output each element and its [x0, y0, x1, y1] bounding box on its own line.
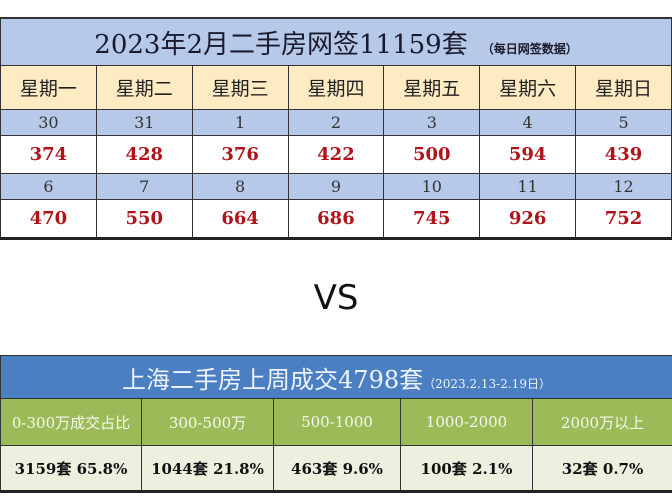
value-cell: 594 — [479, 135, 577, 174]
date-cell: 30 — [0, 109, 97, 136]
price-range-header: 300-500万 — [141, 398, 274, 446]
price-range-header: 1000-2000 — [400, 398, 533, 446]
date-cell: 11 — [479, 173, 577, 200]
date-cell: 7 — [95, 173, 193, 200]
price-range-header: 0-300万成交占比 — [0, 398, 142, 446]
price-range-header: 2000万以上 — [531, 398, 672, 446]
date-cell: 8 — [191, 173, 289, 200]
value-cell: 422 — [287, 135, 385, 174]
date-cell: 2 — [287, 109, 385, 136]
weekday-header-row: 星期一 星期二 星期三 星期四 星期五 星期六 星期日 — [0, 65, 672, 110]
date-cell: 31 — [95, 109, 193, 136]
deal-count-cell: 463套 9.6% — [273, 445, 401, 493]
weekday-header: 星期日 — [575, 65, 672, 110]
value-cell: 686 — [287, 199, 385, 240]
weekday-header: 星期六 — [479, 65, 577, 110]
weekday-header: 星期三 — [191, 65, 289, 110]
date-cell: 6 — [0, 173, 97, 200]
date-cell: 1 — [191, 109, 289, 136]
weekday-header: 星期二 — [95, 65, 193, 110]
date-row: 6 7 8 9 10 11 12 — [0, 173, 672, 200]
date-cell: 3 — [383, 109, 481, 136]
deal-count-cell: 1044套 21.8% — [141, 445, 274, 493]
date-cell: 10 — [383, 173, 481, 200]
date-cell: 5 — [575, 109, 672, 136]
date-cell: 9 — [287, 173, 385, 200]
value-cell: 470 — [0, 199, 97, 240]
value-cell: 752 — [575, 199, 672, 240]
calendar-title: 2023年2月二手房网签11159套 — [94, 29, 468, 60]
deal-count-cell: 32套 0.7% — [531, 445, 672, 493]
value-cell: 550 — [95, 199, 193, 240]
value-cell: 745 — [383, 199, 481, 240]
weekday-header: 星期五 — [383, 65, 481, 110]
value-cell: 439 — [575, 135, 672, 174]
value-cell: 428 — [95, 135, 193, 174]
weekly-title-cell: 上海二手房上周成交4798套（2023.2.13-2.19日） — [0, 355, 672, 399]
value-row: 374 428 376 422 500 594 439 — [0, 135, 672, 174]
date-cell: 12 — [575, 173, 672, 200]
deal-count-cell: 3159套 65.8% — [0, 445, 142, 493]
price-range-header-row: 0-300万成交占比 300-500万 500-1000 1000-2000 2… — [0, 398, 672, 446]
weekly-deals-table: 上海二手房上周成交4798套（2023.2.13-2.19日） 0-300万成交… — [0, 355, 672, 493]
deal-count-row: 3159套 65.8% 1044套 21.8% 463套 9.6% 100套 2… — [0, 445, 672, 493]
monthly-signing-table: 2023年2月二手房网签11159套 （每日网签数据） 星期一 星期二 星期三 星… — [0, 17, 672, 240]
value-cell: 926 — [479, 199, 577, 240]
weekly-subtitle: （2023.2.13-2.19日） — [423, 376, 551, 391]
date-cell: 4 — [479, 109, 577, 136]
date-row: 30 31 1 2 3 4 5 — [0, 109, 672, 136]
vs-label: VS — [313, 278, 359, 318]
value-cell: 376 — [191, 135, 289, 174]
calendar-title-cell: 2023年2月二手房网签11159套 （每日网签数据） — [0, 17, 672, 66]
value-cell: 500 — [383, 135, 481, 174]
weekly-title: 上海二手房上周成交4798套 — [122, 365, 424, 394]
weekday-header: 星期一 — [0, 65, 97, 110]
value-row: 470 550 664 686 745 926 752 — [0, 199, 672, 240]
deal-count-cell: 100套 2.1% — [400, 445, 533, 493]
value-cell: 374 — [0, 135, 97, 174]
price-range-header: 500-1000 — [273, 398, 401, 446]
value-cell: 664 — [191, 199, 289, 240]
calendar-subtitle: （每日网签数据） — [481, 41, 578, 56]
weekday-header: 星期四 — [287, 65, 385, 110]
